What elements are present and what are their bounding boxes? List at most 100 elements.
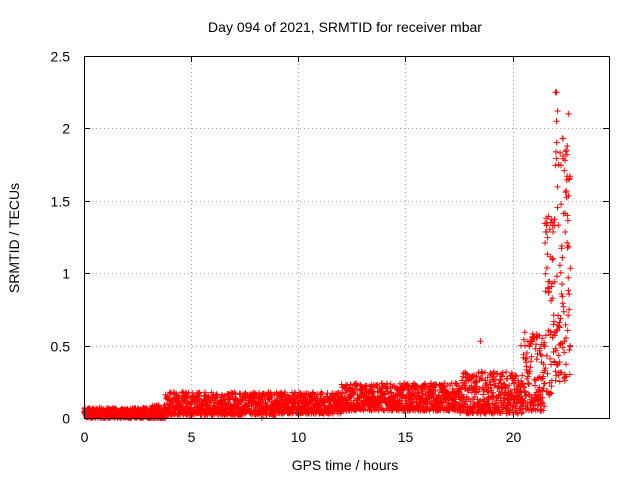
data-point: [565, 243, 572, 250]
data-point: [567, 265, 574, 272]
x-tick-label: 10: [291, 429, 307, 445]
data-point: [524, 373, 531, 380]
data-point: [551, 318, 557, 325]
data-point: [162, 414, 169, 421]
data-point: [542, 239, 549, 246]
y-tick-label: 1.5: [51, 194, 71, 210]
data-point: [547, 389, 553, 396]
data-point: [175, 394, 182, 401]
data-point: [523, 355, 530, 362]
data-point: [560, 308, 567, 315]
data-point: [487, 370, 494, 377]
data-point: [548, 383, 555, 390]
x-tick-label: 0: [81, 429, 89, 445]
data-point: [562, 189, 569, 196]
data-point: [503, 369, 510, 375]
data-point: [541, 343, 548, 350]
data-point: [501, 395, 508, 402]
data-point: [559, 293, 566, 300]
data-point: [554, 204, 561, 211]
data-point: [547, 328, 554, 335]
data-point: [564, 143, 571, 149]
data-point: [533, 341, 539, 348]
data-point: [551, 222, 558, 229]
data-point: [558, 201, 565, 208]
x-tick-label: 5: [188, 429, 196, 445]
data-point: [502, 383, 509, 390]
data-point: [525, 380, 532, 387]
data-point: [564, 217, 571, 224]
data-point: [479, 370, 486, 377]
data-point: [476, 385, 483, 392]
data-point: [413, 382, 420, 389]
data-point: [566, 306, 573, 313]
data-point: [543, 352, 550, 359]
data-point: [551, 216, 558, 223]
data-point: [554, 273, 560, 280]
data-point: [553, 347, 560, 354]
data-point: [513, 409, 520, 416]
data-point: [553, 155, 560, 162]
data-point: [541, 380, 548, 387]
data-point: [504, 376, 511, 382]
data-point: [544, 370, 551, 377]
data-point: [520, 336, 527, 343]
data-point: [499, 373, 505, 380]
data-point: [477, 338, 484, 345]
data-point: [155, 402, 162, 409]
data-point: [384, 385, 391, 392]
data-point: [537, 351, 544, 358]
data-point: [565, 287, 572, 294]
data-point: [561, 338, 568, 345]
data-point: [559, 281, 565, 288]
data-point: [499, 408, 506, 415]
y-tick-label: 0.5: [51, 339, 71, 355]
data-point: [339, 390, 346, 397]
data-point: [555, 161, 562, 168]
data-point: [550, 349, 557, 355]
data-point: [520, 383, 527, 390]
data-point: [512, 372, 519, 379]
data-point: [499, 369, 506, 376]
data-point: [472, 379, 479, 385]
data-point: [213, 391, 220, 398]
data-point: [561, 349, 568, 356]
data-point: [432, 381, 439, 388]
data-point: [557, 149, 564, 156]
data-point: [531, 376, 538, 383]
y-tick-label: 2.5: [51, 49, 71, 65]
data-point: [521, 389, 528, 396]
data-point: [452, 396, 459, 403]
data-point: [542, 365, 549, 372]
data-point: [553, 89, 560, 96]
data-point: [559, 135, 566, 142]
data-point: [319, 391, 326, 397]
data-point: [526, 342, 533, 349]
data-point: [543, 332, 549, 339]
data-point: [556, 378, 563, 385]
data-point: [533, 356, 540, 363]
data-point: [559, 254, 566, 261]
data-point: [563, 151, 570, 158]
data-point: [552, 332, 558, 339]
x-axis-label: GPS time / hours: [292, 457, 399, 473]
data-point: [540, 373, 547, 380]
y-tick-label: 1: [62, 266, 70, 282]
data-point: [526, 368, 533, 375]
data-point: [564, 173, 571, 180]
data-point: [563, 187, 570, 194]
data-point: [546, 288, 552, 295]
data-point: [494, 384, 501, 391]
data-point: [477, 397, 484, 404]
data-point: [528, 394, 535, 401]
data-point: [557, 315, 564, 322]
data-point: [540, 385, 547, 392]
data-point: [281, 389, 288, 396]
data-point: [544, 265, 550, 271]
data-point: [561, 167, 568, 174]
data-point: [544, 251, 551, 258]
data-point: [479, 375, 486, 382]
data-point: [547, 355, 554, 362]
data-point: [567, 343, 574, 350]
